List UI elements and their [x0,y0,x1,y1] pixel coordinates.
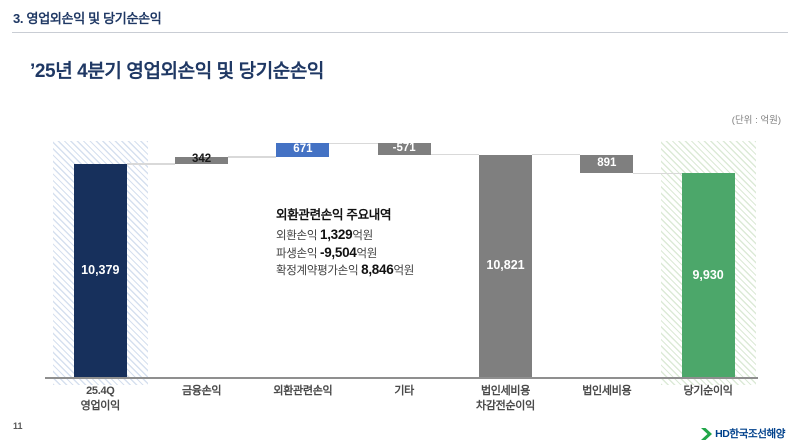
connector-line [430,154,479,156]
fx-annotation-suffix: 억원 [356,247,378,260]
x-axis-label: 금융손익 [147,384,257,399]
x-axis-label-line: 법인세비용 [582,385,632,397]
fx-annotation: 외환관련손익 주요내역 외환손익 1,329억원 파생손익 -9,504억원 확정계… [276,204,414,280]
connector-line [633,172,682,174]
fx-annotation-line: 파생손익 -9,504억원 [276,245,414,263]
fx-annotation-suffix: 억원 [352,230,373,242]
fx-annotation-label: 파생손익 [276,247,321,260]
bar-value-label: 9,930 [692,267,724,282]
x-axis-line [45,377,758,379]
waterfall-bar [73,164,127,378]
x-axis-label: 외환관련손익 [248,384,358,399]
page-number: 11 [13,421,23,431]
x-axis-label-line: 영업이익 [80,400,121,412]
connector-line [126,163,176,165]
bar-value-label: 891 [597,156,617,169]
logo-text: HD한국조선해양 [715,428,785,440]
fx-annotation-lines: 외환손익 1,329억원 파생손익 -9,504억원 확정계약평가손익 8,846억… [276,227,414,280]
fx-annotation-line: 확정계약평가손익 8,846억원 [276,262,414,280]
bar-value-label: 10,821 [486,258,525,273]
fx-annotation-value: 8,846 [361,262,394,277]
connector-line [228,156,277,158]
x-axis-label-line: 당기순이익 [683,385,733,397]
connector-line [329,142,378,144]
x-axis-label-line: 25.4Q [86,385,115,397]
fx-annotation-label: 확정계약평가손익 [276,265,362,277]
bar-value-label: -571 [392,141,416,154]
x-axis-label: 기타 [349,384,459,399]
waterfall-bar [175,156,229,164]
waterfall-bar [479,154,532,378]
x-axis-label-line: 차감전순이익 [476,400,535,412]
fx-annotation-value: 1,329 [320,227,353,242]
company-logo: HD한국조선해양 [701,426,785,441]
unit-label: (단위 : 억원) [731,115,781,126]
section-divider [12,32,788,33]
x-axis-label: 25.4Q 영업이익 [45,384,155,414]
fx-annotation-value: -9,504 [320,244,357,260]
x-axis-label: 당기순이익 [653,384,763,399]
waterfall-bar [276,143,330,157]
x-axis-label-line: 외환관련손익 [273,385,333,397]
waterfall-bar [377,143,431,155]
waterfall-bar [580,154,634,174]
fx-annotation-label: 외환손익 [276,230,321,242]
x-axis-label-line: 법인세비용 [480,385,531,397]
x-axis-label: 법인세비용 [552,384,662,399]
connector-line [532,154,581,156]
fx-annotation-suffix: 억원 [393,265,414,277]
fx-annotation-title: 외환관련손익 주요내역 [276,208,392,222]
bar-value-label: 671 [293,142,313,155]
waterfall-bar [681,173,735,378]
logo-chevron-icon [701,427,713,440]
fx-annotation-line: 외환손익 1,329억원 [276,227,414,245]
bar-value-label: 342 [192,152,212,165]
bar-value-label: 10,379 [81,263,120,277]
x-axis-label-line: 기타 [394,385,414,397]
section-title: 3. 영업외손익 및 당기순손익 [13,11,162,26]
x-axis-label-line: 금융손익 [181,385,222,397]
page-title: ’25년 4분기 영업외손익 및 당기순손익 [30,61,325,82]
